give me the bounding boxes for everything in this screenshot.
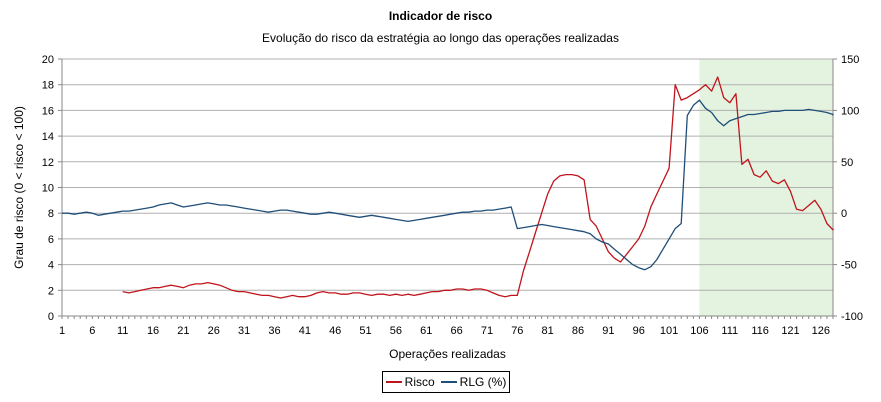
x-tick-label: 36 xyxy=(268,325,280,337)
legend-label-rlg: RLG (%) xyxy=(459,375,507,389)
x-tick-label: 6 xyxy=(89,325,95,337)
x-tick-label: 1 xyxy=(59,325,65,337)
y-right-tick-label: -100 xyxy=(841,311,863,323)
x-tick-label: 71 xyxy=(481,325,493,337)
x-tick-label: 16 xyxy=(147,325,159,337)
x-tick-label: 56 xyxy=(390,325,402,337)
x-tick-label: 91 xyxy=(602,325,614,337)
y-right-tick-label: 150 xyxy=(841,54,859,66)
y-left-tick-label: 16 xyxy=(42,105,54,117)
y-left-tick-label: 12 xyxy=(42,157,54,169)
x-tick-label: 121 xyxy=(781,325,799,337)
x-tick-label: 66 xyxy=(450,325,462,337)
x-tick-label: 26 xyxy=(208,325,220,337)
legend-swatch-rlg xyxy=(440,381,457,383)
x-tick-label: 96 xyxy=(633,325,645,337)
x-tick-label: 51 xyxy=(359,325,371,337)
legend-item-rlg: RLG (%) xyxy=(440,375,507,389)
y-left-tick-label: 6 xyxy=(48,234,54,246)
legend-label-risco: Risco xyxy=(404,375,435,389)
x-tick-label: 86 xyxy=(572,325,584,337)
x-tick-label: 31 xyxy=(238,325,250,337)
legend-item-risco: Risco xyxy=(385,375,435,389)
chart-subtitle: Evolução do risco da estratégia ao longo… xyxy=(262,31,619,45)
y-right-tick-label: 100 xyxy=(841,105,859,117)
y-left-tick-label: 10 xyxy=(42,183,54,195)
y-right-tick-label: -50 xyxy=(841,260,857,272)
x-tick-label: 41 xyxy=(299,325,311,337)
y-left-tick-label: 18 xyxy=(42,80,54,92)
y-left-tick-label: 8 xyxy=(48,208,54,220)
x-tick-label: 126 xyxy=(812,325,830,337)
x-tick-label: 46 xyxy=(329,325,341,337)
x-tick-label: 76 xyxy=(511,325,523,337)
x-tick-label: 21 xyxy=(177,325,189,337)
y-right-tick-label: 50 xyxy=(841,157,853,169)
x-tick-label: 61 xyxy=(420,325,432,337)
series-line-risco xyxy=(122,76,834,299)
y-left-tick-label: 14 xyxy=(42,131,54,143)
x-tick-label: 106 xyxy=(690,325,708,337)
x-tick-label: 11 xyxy=(117,325,128,337)
legend-swatch-risco xyxy=(385,381,402,383)
x-tick-label: 116 xyxy=(751,325,769,337)
chart-title: Indicador de risco xyxy=(388,9,493,23)
y-left-tick-label: 2 xyxy=(48,285,54,297)
y-left-tick-label: 20 xyxy=(42,54,54,66)
chart-legend: Risco RLG (%) xyxy=(382,371,510,393)
x-tick-label: 81 xyxy=(542,325,554,337)
y-left-tick-label: 4 xyxy=(48,260,54,272)
x-tick-label: 111 xyxy=(721,325,738,337)
x-axis-title: Operações realizadas xyxy=(389,347,506,361)
y-axis-title: Grau de risco (0 < risco < 100) xyxy=(12,106,26,269)
series-line-rlg xyxy=(62,99,834,271)
x-tick-label: 101 xyxy=(660,325,678,337)
y-right-tick-label: 0 xyxy=(841,208,847,220)
y-left-tick-label: 0 xyxy=(48,311,54,323)
